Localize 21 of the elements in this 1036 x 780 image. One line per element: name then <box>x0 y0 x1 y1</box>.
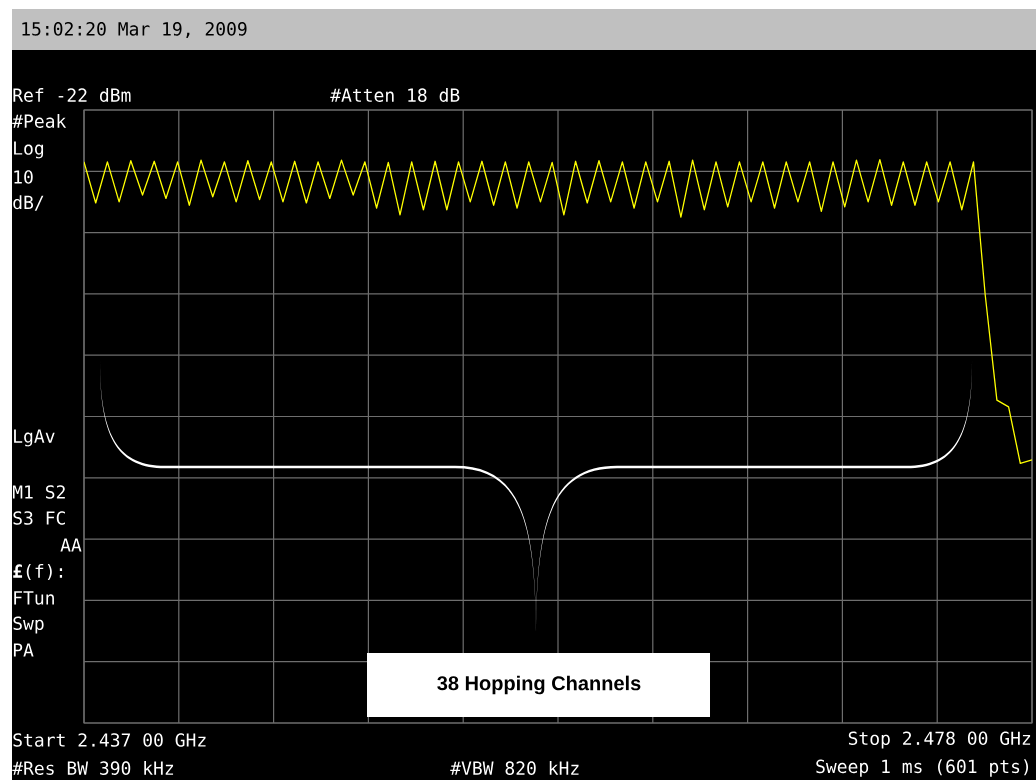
text: 10 <box>14 170 33 184</box>
text: M1 S2 <box>12 485 65 499</box>
text: #Atten 18 dB <box>330 88 460 102</box>
text: Start 2.437 00 GHz <box>13 733 206 747</box>
text: #Res BW 390 kHz <box>12 761 174 775</box>
text: Ref -22 dBm <box>13 88 131 102</box>
annotation: 38 Hopping Channels <box>437 675 641 695</box>
text: #Peak <box>12 114 67 128</box>
text: dB/ <box>13 195 44 211</box>
text: Log <box>14 141 44 159</box>
text: S3 FC <box>13 511 65 525</box>
text: Sweep 1 ms (601 pts) <box>816 759 1029 777</box>
text: LgAv <box>14 429 55 447</box>
text: AA <box>60 538 82 552</box>
text: #VBW 820 kHz <box>450 761 579 775</box>
text: Swp <box>13 616 44 634</box>
text: 15:02:20 Mar 19, 2009 <box>22 22 247 38</box>
text: £(f): <box>13 563 63 581</box>
text: Stop 2.478 00 GHz <box>848 731 1031 749</box>
text: PA <box>13 643 34 657</box>
text: FTun <box>14 591 54 605</box>
